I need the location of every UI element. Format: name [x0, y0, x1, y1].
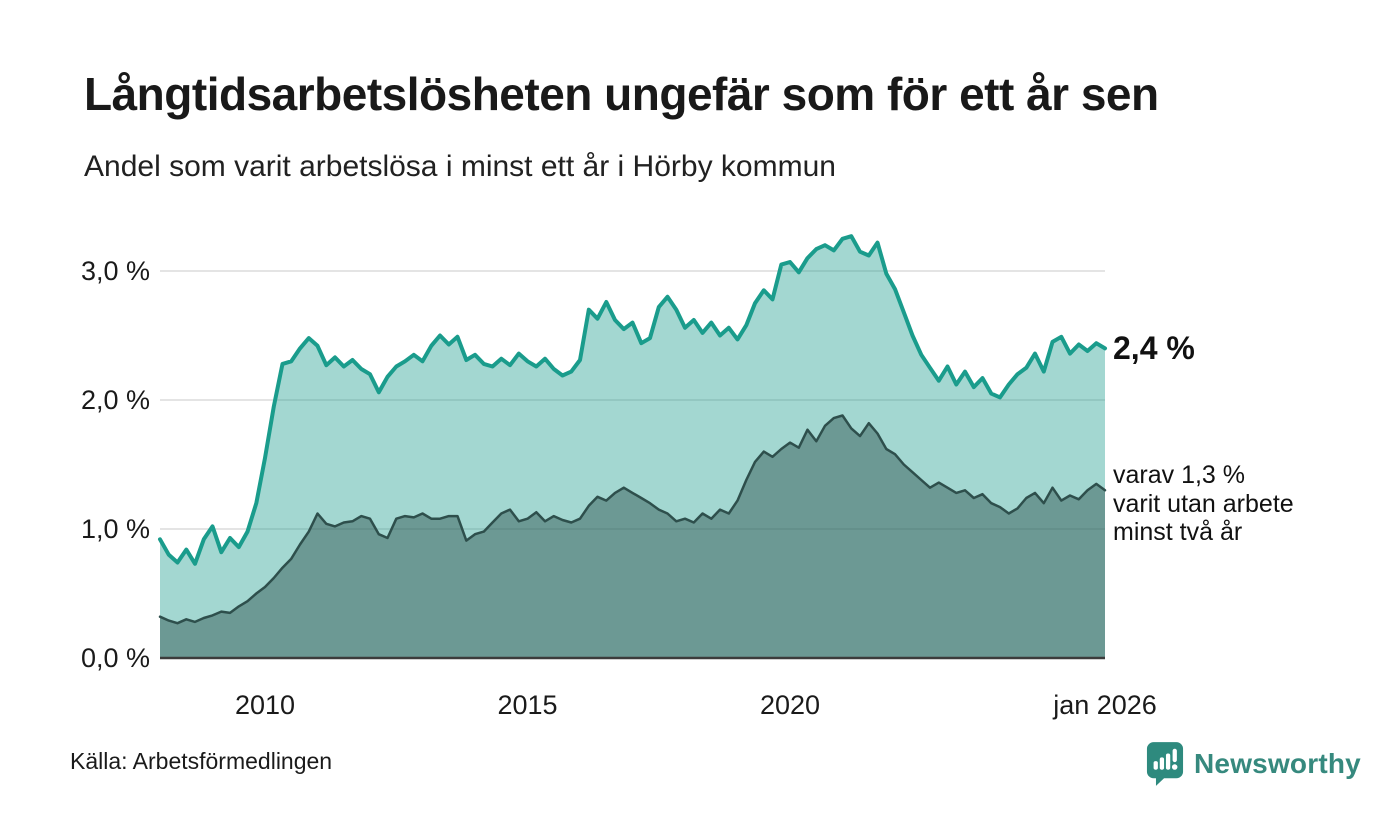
x-tick-label: 2020 [759, 690, 821, 720]
source-caption: Källa: Arbetsförmedlingen [70, 748, 333, 774]
newsworthy-bubble-chart-icon [1146, 742, 1184, 786]
x-tick-label: jan 2026 [1053, 690, 1157, 720]
line-two-year-series [158, 414, 1107, 625]
area-two-year-series [160, 415, 1105, 658]
gridlines [160, 270, 1105, 530]
page-subtitle: Andel som varit arbetslösa i minst ett å… [84, 150, 836, 183]
line-total-series [158, 234, 1107, 566]
total-end-value-label: 2,4 % [1113, 330, 1195, 366]
y-tick-label: 2,0 % [80, 385, 150, 415]
y-tick-label: 3,0 % [80, 256, 150, 286]
two-year-end-annotation: varav 1,3 % varit utan arbete minst två … [1113, 461, 1294, 547]
newsworthy-wordmark: Newsworthy [1194, 748, 1361, 779]
y-tick-label: 0,0 % [80, 643, 150, 673]
y-tick-label: 1,0 % [80, 514, 150, 544]
area-total-series [160, 236, 1105, 658]
page-title: Långtidsarbetslösheten ungefär som för e… [84, 68, 1159, 120]
x-tick-label: 2010 [234, 690, 296, 720]
x-tick-label: 2015 [497, 690, 558, 720]
newsworthy-logo[interactable]: Newsworthy [1146, 740, 1361, 788]
